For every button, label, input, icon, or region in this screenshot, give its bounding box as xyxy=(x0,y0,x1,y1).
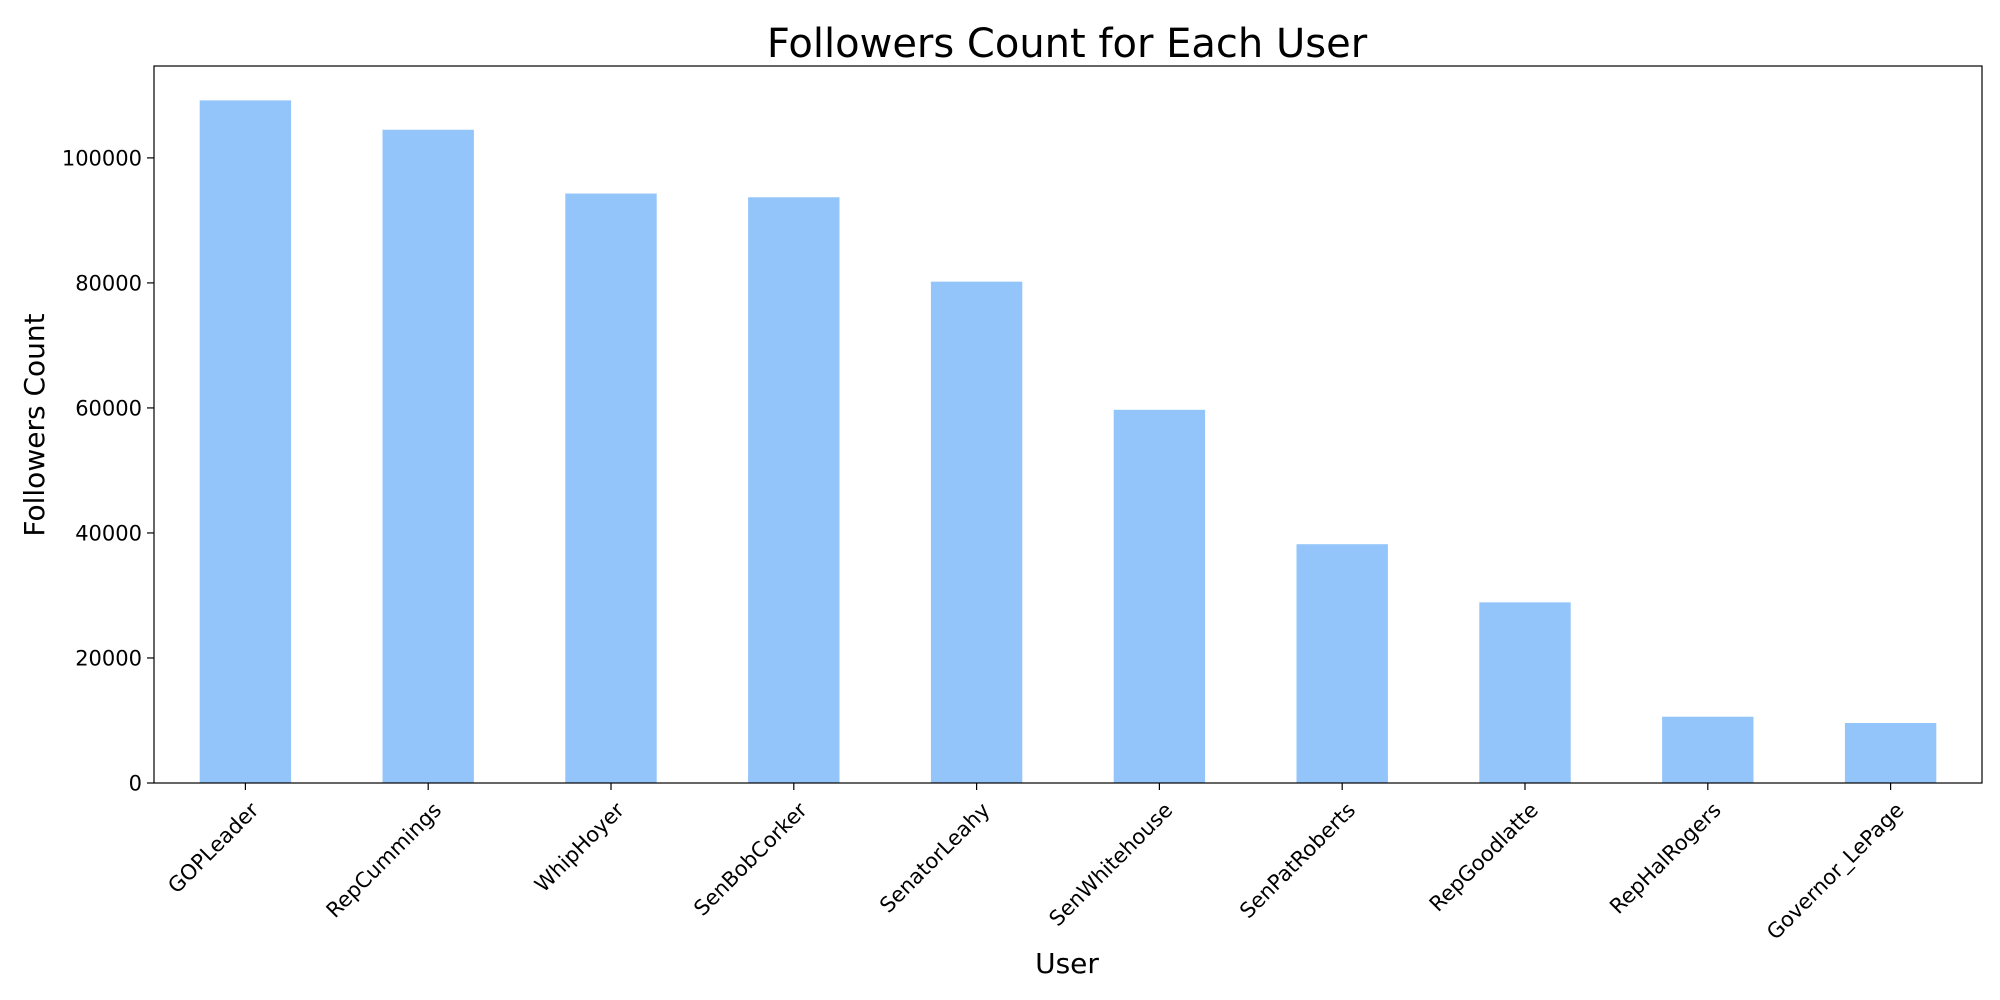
bar-SenPatRoberts xyxy=(1296,544,1388,783)
bar-RepCummings xyxy=(382,129,474,783)
x-tick-label: SenBobCorker xyxy=(689,798,812,921)
bar-Governor_LePage xyxy=(1844,722,1937,783)
bar-RepHalRogers xyxy=(1662,716,1754,783)
y-tick-label: 100000 xyxy=(62,146,142,170)
chart-title: Followers Count for Each User xyxy=(767,21,1368,67)
x-tick-label: SenPatRoberts xyxy=(1235,798,1360,923)
plot-frame xyxy=(153,65,1983,784)
x-tick-label: RepGoodlatte xyxy=(1425,798,1543,916)
bar-RepGoodlatte xyxy=(1479,602,1571,783)
bar-SenBobCorker xyxy=(748,197,840,783)
x-tick-label: SenWhitehouse xyxy=(1044,798,1177,931)
x-tick-label: Governor_LePage xyxy=(1762,798,1909,945)
y-tick-label: 20000 xyxy=(75,647,142,671)
bar-GOPLeader xyxy=(199,100,292,784)
x-axis-label: User xyxy=(1035,947,1099,980)
y-tick-label: 80000 xyxy=(75,271,142,295)
x-tick-label: RepHalRogers xyxy=(1605,798,1726,919)
y-tick-label: 0 xyxy=(129,772,142,796)
y-tick-label: 40000 xyxy=(75,522,142,546)
y-tick-label: 60000 xyxy=(75,396,142,420)
bar-SenatorLeahy xyxy=(930,281,1023,783)
x-tick-label: WhipHoyer xyxy=(530,798,629,897)
y-axis-label: Followers Count xyxy=(18,313,51,536)
x-tick-label: RepCummings xyxy=(322,798,447,923)
x-tick-label: GOPLeader xyxy=(163,798,263,898)
bar-WhipHoyer xyxy=(565,193,657,784)
x-tick-label: SenatorLeahy xyxy=(875,798,995,918)
bar-SenWhitehouse xyxy=(1113,409,1206,783)
